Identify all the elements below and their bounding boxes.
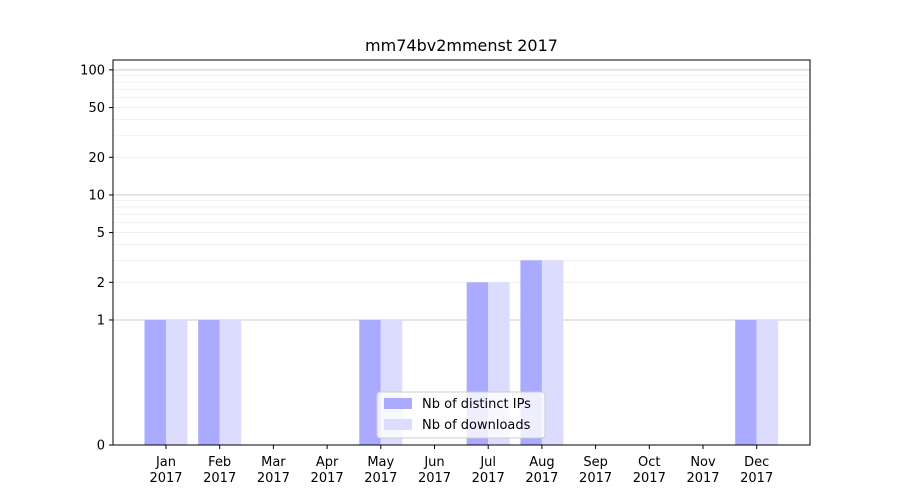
plot-frame	[112, 59, 811, 446]
x-tick-label-year: 2017	[525, 471, 558, 486]
x-tick-label-year: 2017	[149, 471, 182, 486]
x-tick-label-year: 2017	[579, 471, 612, 486]
x-tick-label-year: 2017	[633, 471, 666, 486]
x-tick-label-month: Nov	[690, 455, 716, 470]
y-tick-label: 0	[97, 439, 105, 454]
legend-label-distinct-ips: Nb of distinct IPs	[422, 397, 531, 412]
y-axis: 0 1 2 5 10 20 50 100	[80, 63, 113, 454]
x-tick-label-month: Jun	[423, 455, 444, 470]
x-tick-label-month: Aug	[529, 455, 554, 470]
bar-distinct-ips-feb	[198, 319, 220, 445]
chart-title: mm74bv2mmenst 2017	[365, 36, 558, 55]
x-tick-label-year: 2017	[203, 471, 236, 486]
x-tick-label-year: 2017	[472, 471, 505, 486]
bar-downloads-feb	[219, 319, 242, 445]
x-tick-label-month: Jan	[155, 455, 176, 470]
bar-distinct-ips-may	[359, 319, 381, 445]
y-tick-label: 1	[97, 313, 105, 328]
legend-label-downloads: Nb of downloads	[422, 418, 531, 433]
x-tick-label-year: 2017	[257, 471, 290, 486]
legend-swatch-distinct-ips	[384, 398, 412, 409]
legend-box	[376, 391, 546, 439]
x-tick-label-month: Jul	[479, 455, 496, 470]
x-tick-label-year: 2017	[686, 471, 719, 486]
x-tick-label-year: 2017	[364, 471, 397, 486]
bar-downloads-aug	[541, 260, 564, 445]
bar-downloads-jan	[166, 319, 188, 445]
y-tick-label: 10	[88, 188, 105, 203]
grid-lines	[113, 69, 810, 321]
x-tick-label-month: Sep	[583, 455, 608, 470]
x-axis: Jan2017Feb2017Mar2017Apr2017May2017Jun20…	[149, 445, 773, 486]
y-tick-label: 100	[80, 63, 105, 78]
bar-downloads-dec	[756, 319, 779, 445]
x-tick-label-year: 2017	[311, 471, 344, 486]
x-tick-label-month: May	[367, 455, 394, 470]
y-tick-label: 50	[88, 101, 105, 116]
y-tick-label: 20	[88, 151, 105, 166]
x-tick-label-month: Mar	[261, 455, 286, 470]
x-tick-label-month: Dec	[744, 455, 769, 470]
legend-swatch-downloads	[384, 419, 412, 430]
bar-distinct-ips-dec	[735, 319, 757, 445]
x-tick-label-year: 2017	[418, 471, 451, 486]
x-tick-label-month: Oct	[638, 455, 660, 470]
x-tick-label-month: Feb	[208, 455, 231, 470]
bar-distinct-ips-jan	[144, 319, 166, 445]
x-tick-label-year: 2017	[740, 471, 773, 486]
y-tick-label: 5	[97, 226, 105, 241]
x-tick-label-month: Apr	[316, 455, 339, 470]
bars	[144, 260, 779, 445]
y-tick-label: 2	[97, 276, 105, 291]
legend: Nb of distinct IPs Nb of downloads	[376, 391, 546, 439]
